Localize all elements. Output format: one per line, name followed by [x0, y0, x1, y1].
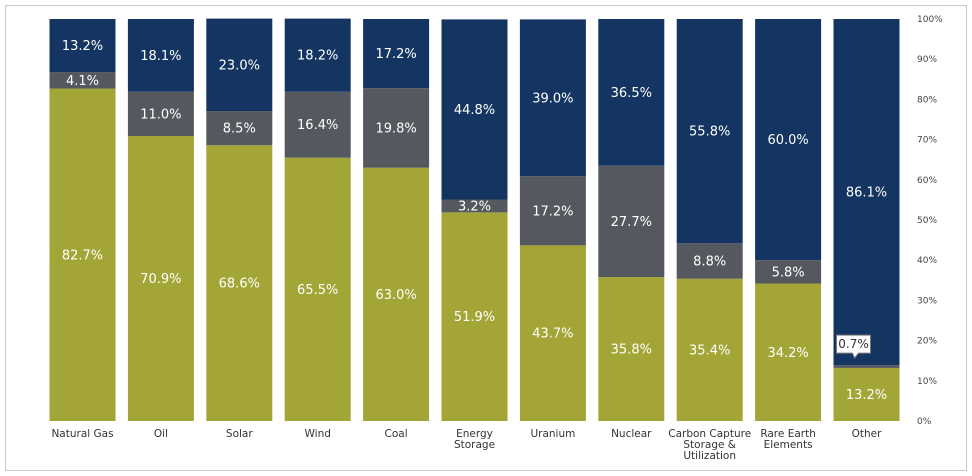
category-label: Rare Earth Elements	[760, 428, 816, 451]
segment-value-label: 70.9%	[140, 272, 181, 287]
callout-box	[836, 334, 871, 360]
category-label: Uranium	[530, 428, 575, 440]
bar-primary-segment	[363, 167, 430, 421]
bar-top-segment	[49, 19, 116, 73]
segment-value-label: 18.2%	[297, 49, 338, 64]
segment-value-label: 86.1%	[846, 186, 887, 201]
bar-middle-segment	[676, 243, 743, 279]
segment-value-label: 17.2%	[532, 204, 573, 219]
bar-primary-segment	[755, 283, 822, 421]
segment-value-label: 18.1%	[140, 49, 181, 64]
bar-top-segment	[127, 19, 194, 92]
bar-primary-segment	[127, 135, 194, 422]
bar-primary-segment	[833, 367, 900, 421]
bar-middle-segment	[363, 88, 430, 168]
y-tick-label: 30%	[917, 296, 937, 306]
segment-value-label: 3.2%	[458, 199, 491, 214]
bar-middle-segment	[49, 72, 116, 89]
bar-middle-segment	[519, 176, 586, 246]
y-tick-label: 10%	[917, 377, 937, 387]
bar-top-segment	[519, 19, 586, 177]
segment-value-label: 39.0%	[532, 91, 573, 106]
segment-value-label: 36.5%	[611, 86, 652, 101]
segment-value-label: 27.7%	[611, 215, 652, 230]
bar-middle-segment	[598, 165, 665, 278]
bar-top-segment	[676, 19, 743, 244]
segment-value-label: 11.0%	[140, 107, 181, 122]
bar-middle-segment	[284, 91, 351, 158]
category-label: Natural Gas	[51, 428, 113, 440]
segment-value-label: 23.0%	[219, 58, 260, 73]
y-tick-label: 50%	[917, 216, 937, 226]
y-tick-label: 90%	[917, 55, 937, 65]
segment-value-label: 60.0%	[767, 133, 808, 148]
segment-value-label: 19.8%	[375, 121, 416, 136]
category-label: Energy Storage	[454, 428, 495, 451]
y-tick-label: 80%	[917, 95, 937, 105]
bar-top-segment	[833, 19, 900, 366]
bar-top-segment	[755, 19, 822, 261]
segment-value-label: 51.9%	[454, 310, 495, 325]
bar-middle-segment	[755, 260, 822, 284]
segment-value-label: 43.7%	[532, 327, 573, 342]
bar-primary-segment	[676, 278, 743, 421]
bar-middle-segment	[206, 111, 273, 146]
bar-primary-segment	[519, 245, 586, 421]
category-label: Nuclear	[611, 428, 652, 440]
bar-middle-segment	[127, 91, 194, 136]
segment-value-label: 8.8%	[693, 255, 726, 270]
bar-top-segment	[284, 18, 351, 92]
y-tick-label: 40%	[917, 256, 937, 266]
bar-middle-segment	[441, 199, 508, 213]
category-label: Coal	[385, 428, 408, 440]
segment-value-label: 63.0%	[375, 288, 416, 303]
category-label: Other	[852, 428, 882, 440]
bar-primary-segment	[441, 212, 508, 421]
segment-value-label: 13.2%	[846, 388, 887, 403]
category-label: Wind	[305, 428, 331, 440]
y-tick-label: 60%	[917, 176, 937, 186]
bar-top-segment	[206, 18, 273, 112]
bar-top-segment	[363, 19, 430, 89]
callout-value-label: 0.7%	[838, 337, 869, 351]
segment-value-label: 13.2%	[62, 39, 103, 54]
bar-top-segment	[441, 19, 508, 200]
bar-primary-segment	[598, 277, 665, 421]
segment-value-label: 34.2%	[767, 346, 808, 361]
y-tick-label: 20%	[917, 337, 937, 347]
y-tick-label: 0%	[917, 417, 932, 427]
segment-value-label: 82.7%	[62, 248, 103, 263]
bar-primary-segment	[49, 88, 116, 422]
y-tick-label: 100%	[917, 15, 943, 25]
category-label: Oil	[154, 428, 168, 440]
segment-value-label: 65.5%	[297, 283, 338, 298]
segment-value-label: 5.8%	[772, 265, 805, 280]
category-label: Carbon Capture Storage & Utilization	[668, 428, 751, 462]
y-tick-label: 70%	[917, 136, 937, 146]
segment-value-label: 8.5%	[223, 122, 256, 137]
segment-value-label: 68.6%	[219, 277, 260, 292]
segment-value-label: 35.4%	[689, 343, 730, 358]
bar-middle-segment	[833, 365, 900, 368]
category-label: Solar	[226, 428, 253, 440]
bar-primary-segment	[284, 157, 351, 421]
segment-value-label: 17.2%	[375, 47, 416, 62]
bar-top-segment	[598, 19, 665, 166]
segment-value-label: 44.8%	[454, 103, 495, 118]
segment-value-label: 35.8%	[611, 343, 652, 358]
segment-value-label: 16.4%	[297, 118, 338, 133]
segment-value-label: 55.8%	[689, 125, 730, 140]
segment-value-label: 4.1%	[66, 74, 99, 89]
bar-primary-segment	[206, 145, 273, 422]
